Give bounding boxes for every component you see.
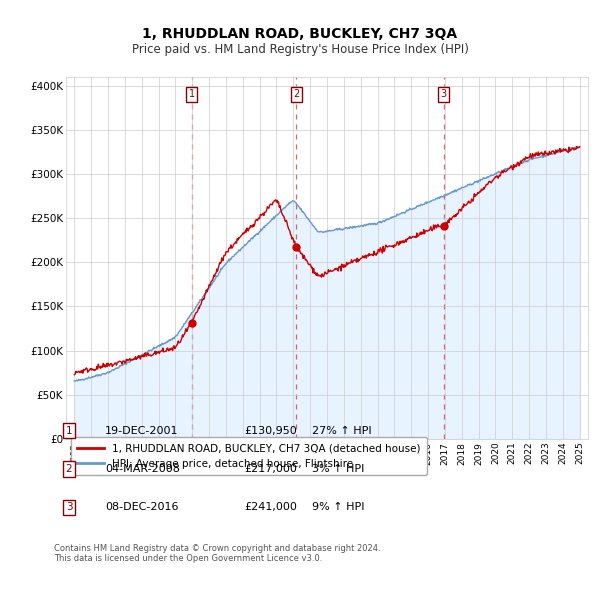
Text: £241,000: £241,000 (244, 503, 297, 512)
Text: Price paid vs. HM Land Registry's House Price Index (HPI): Price paid vs. HM Land Registry's House … (131, 43, 469, 56)
Text: 19-DEC-2001: 19-DEC-2001 (105, 426, 179, 435)
Text: 2: 2 (293, 89, 299, 99)
Text: 1: 1 (65, 426, 73, 435)
Text: 3: 3 (440, 89, 447, 99)
Text: £130,950: £130,950 (244, 426, 297, 435)
Text: 3% ↑ HPI: 3% ↑ HPI (312, 464, 364, 474)
Text: £217,000: £217,000 (244, 464, 297, 474)
Text: 2: 2 (65, 464, 73, 474)
Legend: 1, RHUDDLAN ROAD, BUCKLEY, CH7 3QA (detached house), HPI: Average price, detache: 1, RHUDDLAN ROAD, BUCKLEY, CH7 3QA (deta… (71, 437, 427, 475)
Text: 1: 1 (189, 89, 195, 99)
Text: 27% ↑ HPI: 27% ↑ HPI (312, 426, 371, 435)
Text: 9% ↑ HPI: 9% ↑ HPI (312, 503, 365, 512)
Text: 08-DEC-2016: 08-DEC-2016 (105, 503, 179, 512)
Text: 3: 3 (65, 503, 73, 512)
Text: Contains HM Land Registry data © Crown copyright and database right 2024.: Contains HM Land Registry data © Crown c… (54, 544, 380, 553)
Text: This data is licensed under the Open Government Licence v3.0.: This data is licensed under the Open Gov… (54, 555, 322, 563)
Text: 04-MAR-2008: 04-MAR-2008 (105, 464, 180, 474)
Text: 1, RHUDDLAN ROAD, BUCKLEY, CH7 3QA: 1, RHUDDLAN ROAD, BUCKLEY, CH7 3QA (142, 27, 458, 41)
